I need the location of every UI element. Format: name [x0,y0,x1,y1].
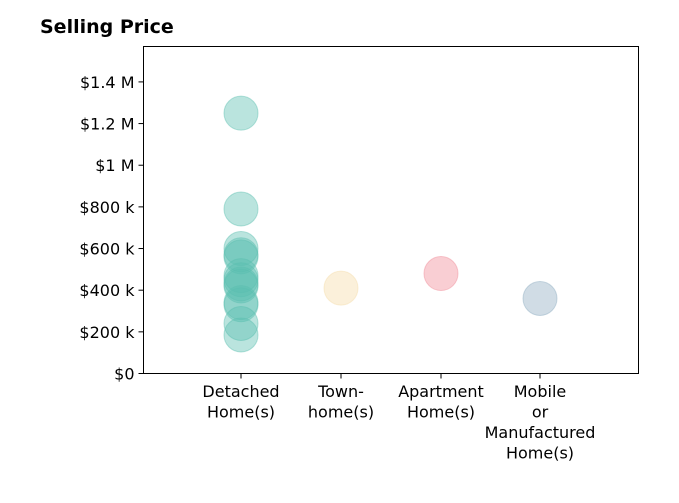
y-tick-label: $200 k [79,323,135,342]
y-axis: $0 $200 k $400 k $600 k $800 k $1 M $1.2 M $1.4… [79,73,144,384]
data-point [223,231,259,267]
data-point [323,270,359,306]
x-category-label: or [532,403,549,422]
x-axis: Detached Home(s) Town-home(s) Apartment Home… [202,373,596,463]
data-point [223,95,259,131]
chart-title: Selling Price [40,16,174,38]
data-point [223,285,259,321]
y-tick-label: $0 [114,365,134,384]
y-tick-label: $1.4 M [80,73,135,92]
x-category-label: Home(s) [207,403,275,422]
data-point [423,256,459,292]
x-category-label: Apartment [398,382,484,401]
marks-layer [223,95,558,353]
plot-frame [143,46,639,374]
y-tick-label: $800 k [79,198,135,217]
data-point [223,239,259,275]
data-point [223,191,259,227]
data-point [223,306,259,342]
data-point [522,281,558,317]
x-category-label: Home(s) [407,403,475,422]
data-point [223,317,259,353]
x-category-label: Home(s) [506,444,574,463]
y-tick-label: $1 M [95,156,134,175]
x-category-label: Manufactured [485,423,596,442]
x-category-label: Detached [202,382,279,401]
y-tick-label: $600 k [79,240,135,259]
y-tick-label: $400 k [79,281,135,300]
data-point [223,237,259,273]
data-point [223,287,259,323]
data-point [223,266,259,302]
x-category-label: home(s) [308,403,374,422]
x-category-label: Mobile [514,382,566,401]
x-category-label: Town- [317,382,364,401]
data-point [223,262,259,298]
data-point [223,268,259,304]
y-tick-label: $1.2 M [80,115,135,134]
data-point [223,258,259,294]
